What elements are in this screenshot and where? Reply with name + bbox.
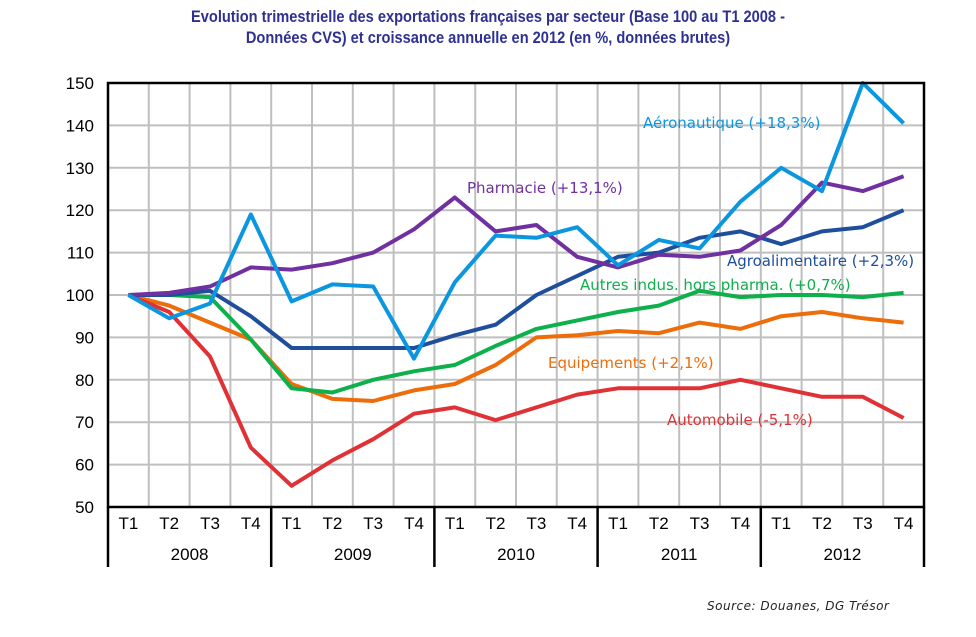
x-tick-label: T4 [404, 514, 424, 533]
x-tick-label: T3 [690, 514, 710, 533]
x-tick-label: T1 [282, 514, 302, 533]
y-tick-label: 150 [66, 74, 94, 93]
y-tick-label: 140 [66, 116, 94, 135]
y-tick-label: 70 [75, 413, 94, 432]
y-tick-label: 50 [75, 498, 94, 517]
series-label: Autres indus. hors pharma. (+0,7%) [580, 276, 851, 294]
x-tick-label: T1 [771, 514, 791, 533]
series-label: Aéronautique (+18,3%) [643, 114, 820, 132]
x-tick-label: T2 [649, 514, 669, 533]
y-tick-label: 90 [75, 328, 94, 347]
chart-title: Evolution trimestrielle des exportations… [68, 6, 907, 48]
x-tick-label: T1 [445, 514, 465, 533]
source-note: Source: Douanes, DG Trésor [707, 599, 890, 613]
y-tick-label: 110 [67, 244, 94, 263]
x-year-label: 2009 [334, 545, 372, 564]
x-axis: T1 T2 T3 T4 T1 T2 T3 T4 T1 T2 T3 T4 T1 T2 T3 T4 T1 T2 T3 T4… [106, 507, 926, 567]
y-tick-label: 60 [75, 456, 94, 475]
series-labels: Aéronautique (+18,3%) Pharmacie (+13,1%) A… [467, 114, 914, 429]
x-tick-label: T1 [608, 514, 628, 533]
x-tick-label: T3 [853, 514, 873, 533]
series-line-2 [128, 208, 905, 350]
x-year-label: 2010 [497, 545, 535, 564]
series-line-3 [128, 288, 904, 395]
series-label: Equipements (+2,1%) [548, 354, 714, 372]
series-line-0 [127, 81, 906, 361]
series-label: Agroalimentaire (+2,3%) [727, 252, 914, 270]
y-axis: 50 60 70 80 90 100 110 120 130 140 150 [66, 74, 94, 517]
x-tick-label: T4 [241, 514, 261, 533]
series-line-1 [128, 174, 905, 297]
series-line-5 [127, 293, 905, 488]
series-label: Automobile (-5,1%) [667, 411, 813, 429]
series-lines [127, 81, 906, 488]
y-tick-label: 130 [66, 159, 94, 178]
x-year-label: 2008 [171, 545, 209, 564]
x-tick-label: T2 [812, 514, 832, 533]
x-year-label: 2011 [661, 545, 698, 564]
plot-frame [106, 81, 926, 509]
x-tick-label: T2 [486, 514, 506, 533]
series-label: Pharmacie (+13,1%) [467, 179, 623, 197]
x-tick-label: T1 [118, 514, 138, 533]
x-tick-label: T3 [200, 514, 220, 533]
chart-title-line-2: Données CVS) et croissance annuelle en 2… [245, 28, 731, 47]
x-tick-label: T4 [894, 514, 914, 533]
y-tick-label: 100 [66, 286, 94, 305]
x-tick-label: T2 [322, 514, 342, 533]
x-tick-label: T3 [526, 514, 546, 533]
y-tick-label: 80 [75, 371, 94, 390]
x-year-label: 2012 [823, 545, 861, 564]
chart-title-line-1: Evolution trimestrielle des exportations… [191, 7, 785, 26]
x-tick-label: T4 [730, 514, 750, 533]
y-tick-label: 120 [66, 201, 94, 220]
x-tick-label: T3 [363, 514, 383, 533]
x-tick-label: T4 [567, 514, 587, 533]
x-tick-label: T2 [159, 514, 179, 533]
